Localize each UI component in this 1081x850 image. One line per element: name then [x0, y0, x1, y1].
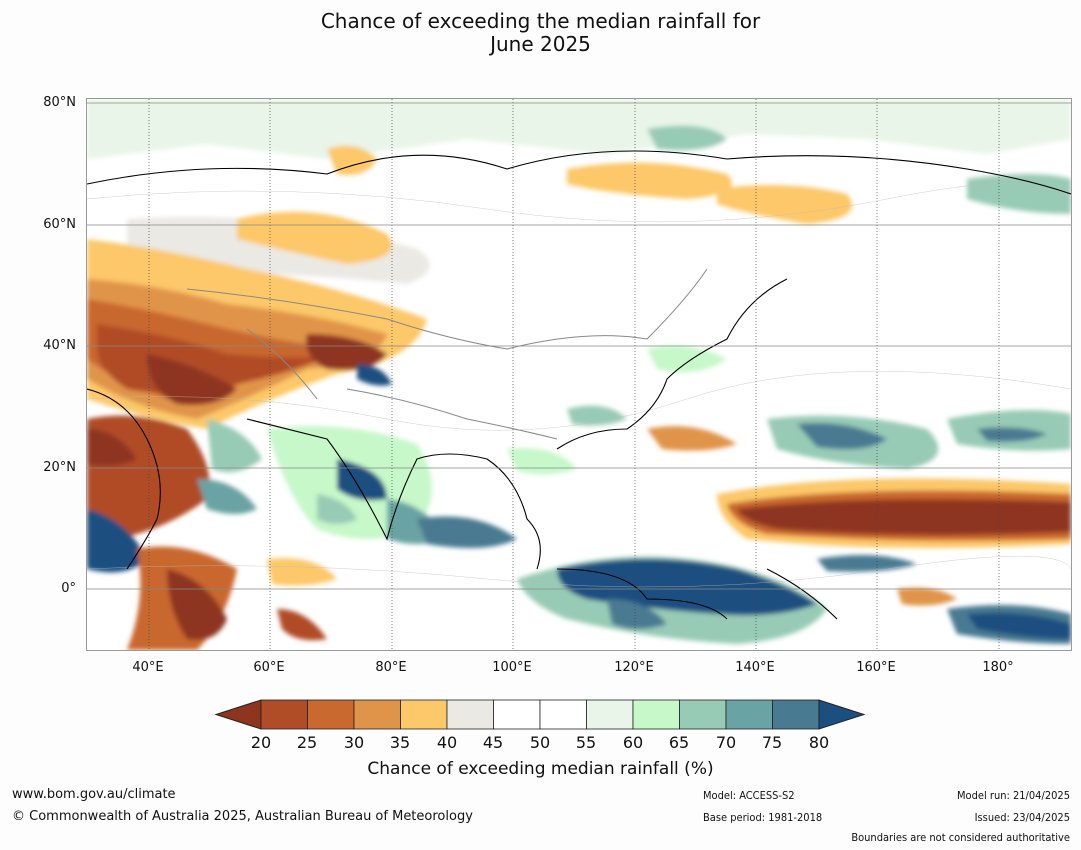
colorbar-cell	[353, 699, 401, 730]
lon-label-180: 180°	[982, 660, 1014, 675]
colorbar-cell	[772, 699, 820, 730]
colorbar-cell	[307, 699, 355, 730]
colorbar-tick-45: 45	[482, 733, 504, 752]
lon-label-100e: 100°E	[492, 660, 532, 675]
model-text: Model: ACCESS-S2	[703, 789, 795, 802]
colorbar-tick-75: 75	[761, 733, 783, 752]
colorbar	[214, 699, 866, 730]
colorbar-cell	[725, 699, 773, 730]
lon-label-40e: 40°E	[132, 660, 164, 675]
copyright-text: © Commonwealth of Australia 2025, Austra…	[12, 809, 473, 824]
lon-label-140e: 140°E	[735, 660, 775, 675]
colorbar-extend-high	[818, 699, 866, 730]
colorbar-cell	[632, 699, 680, 730]
colorbar-tick-20: 20	[250, 733, 272, 752]
colorbar-tick-65: 65	[668, 733, 690, 752]
issued-text: Issued: 23/04/2025	[974, 811, 1070, 824]
colorbar-cell	[539, 699, 587, 730]
colorbar-extend-low	[214, 699, 262, 730]
lon-label-120e: 120°E	[614, 660, 654, 675]
lon-label-60e: 60°E	[253, 660, 285, 675]
map-svg	[87, 99, 1071, 650]
colorbar-tick-70: 70	[715, 733, 737, 752]
colorbar-cell	[446, 699, 494, 730]
colorbar-tick-60: 60	[622, 733, 644, 752]
lon-label-80e: 80°E	[375, 660, 407, 675]
colorbar-tick-40: 40	[436, 733, 458, 752]
colorbar-tick-50: 50	[529, 733, 551, 752]
colorbar-cell	[586, 699, 634, 730]
title-line-2: June 2025	[490, 32, 591, 56]
colorbar-label: Chance of exceeding median rainfall (%)	[367, 759, 714, 779]
lat-label-60n: 60°N	[43, 217, 76, 232]
colorbar-tick-25: 25	[296, 733, 318, 752]
map-title: Chance of exceeding the median rainfall …	[0, 10, 1081, 56]
model-run-text: Model run: 21/04/2025	[957, 789, 1070, 802]
colorbar-tick-30: 30	[343, 733, 365, 752]
colorbar-cell	[400, 699, 448, 730]
disclaimer-text: Boundaries are not considered authoritat…	[851, 831, 1070, 844]
colorbar-tick-80: 80	[808, 733, 830, 752]
lat-label-80n: 80°N	[43, 95, 76, 110]
title-line-1: Chance of exceeding the median rainfall …	[320, 9, 761, 33]
lat-label-40n: 40°N	[43, 338, 76, 353]
colorbar-cell	[260, 699, 308, 730]
colorbar-tick-55: 55	[575, 733, 597, 752]
colorbar-cell	[493, 699, 541, 730]
base-period-text: Base period: 1981-2018	[703, 811, 823, 824]
colorbar-tick-35: 35	[389, 733, 411, 752]
website-link[interactable]: www.bom.gov.au/climate	[12, 787, 176, 802]
lon-label-160e: 160°E	[856, 660, 896, 675]
colorbar-cell	[679, 699, 727, 730]
rainfall-map	[86, 98, 1072, 651]
lat-label-0: 0°	[61, 581, 76, 596]
lat-label-20n: 20°N	[43, 460, 76, 475]
